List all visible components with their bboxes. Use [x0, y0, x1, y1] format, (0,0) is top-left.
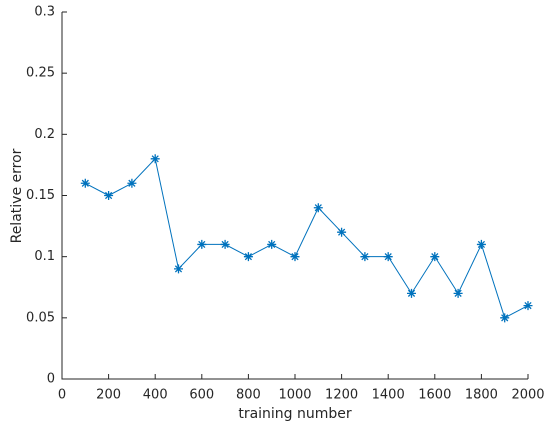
- y-tick-label: 0.1: [34, 249, 55, 264]
- marker: [453, 288, 463, 298]
- marker: [127, 178, 137, 188]
- marker: [290, 252, 300, 262]
- marker: [337, 227, 347, 237]
- marker: [150, 154, 160, 164]
- x-tick-label: 600: [189, 388, 214, 403]
- x-axis-label: training number: [238, 406, 352, 422]
- x-tick-label: 1400: [372, 388, 405, 403]
- x-tick-label: 1000: [278, 388, 311, 403]
- x-tick-label: 1800: [465, 388, 498, 403]
- marker: [104, 191, 114, 200]
- x-tick-label: 1200: [325, 388, 358, 403]
- y-axis-label: Relative error: [9, 148, 25, 243]
- line: [85, 157, 529, 319]
- marker: [430, 252, 440, 262]
- marker: [500, 313, 510, 323]
- x-tick-label: 1600: [418, 388, 451, 403]
- marker: [523, 301, 533, 311]
- marker: [383, 252, 393, 262]
- y-tick-label: 0.05: [26, 310, 55, 325]
- marker: [476, 239, 486, 249]
- x-tick-label: 400: [143, 388, 168, 403]
- y-tick-label: 0.25: [26, 66, 55, 81]
- x-tick-label: 200: [96, 388, 121, 403]
- x-tick-label: 800: [236, 388, 261, 403]
- marker: [360, 252, 370, 262]
- marker: [243, 252, 253, 262]
- marker: [313, 203, 323, 213]
- y-tick-label: 0: [47, 372, 55, 387]
- y-tick-label: 0.3: [34, 5, 55, 20]
- marker: [174, 264, 183, 274]
- marker: [267, 239, 277, 249]
- y-tick-label: 0.2: [34, 127, 55, 142]
- marker: [407, 288, 416, 298]
- y-tick-label: 0.15: [26, 188, 55, 203]
- marker: [197, 239, 207, 249]
- x-tick-label: 0: [58, 388, 66, 403]
- marker: [220, 239, 230, 249]
- x-tick-label: 2000: [511, 388, 544, 403]
- marker: [80, 178, 90, 188]
